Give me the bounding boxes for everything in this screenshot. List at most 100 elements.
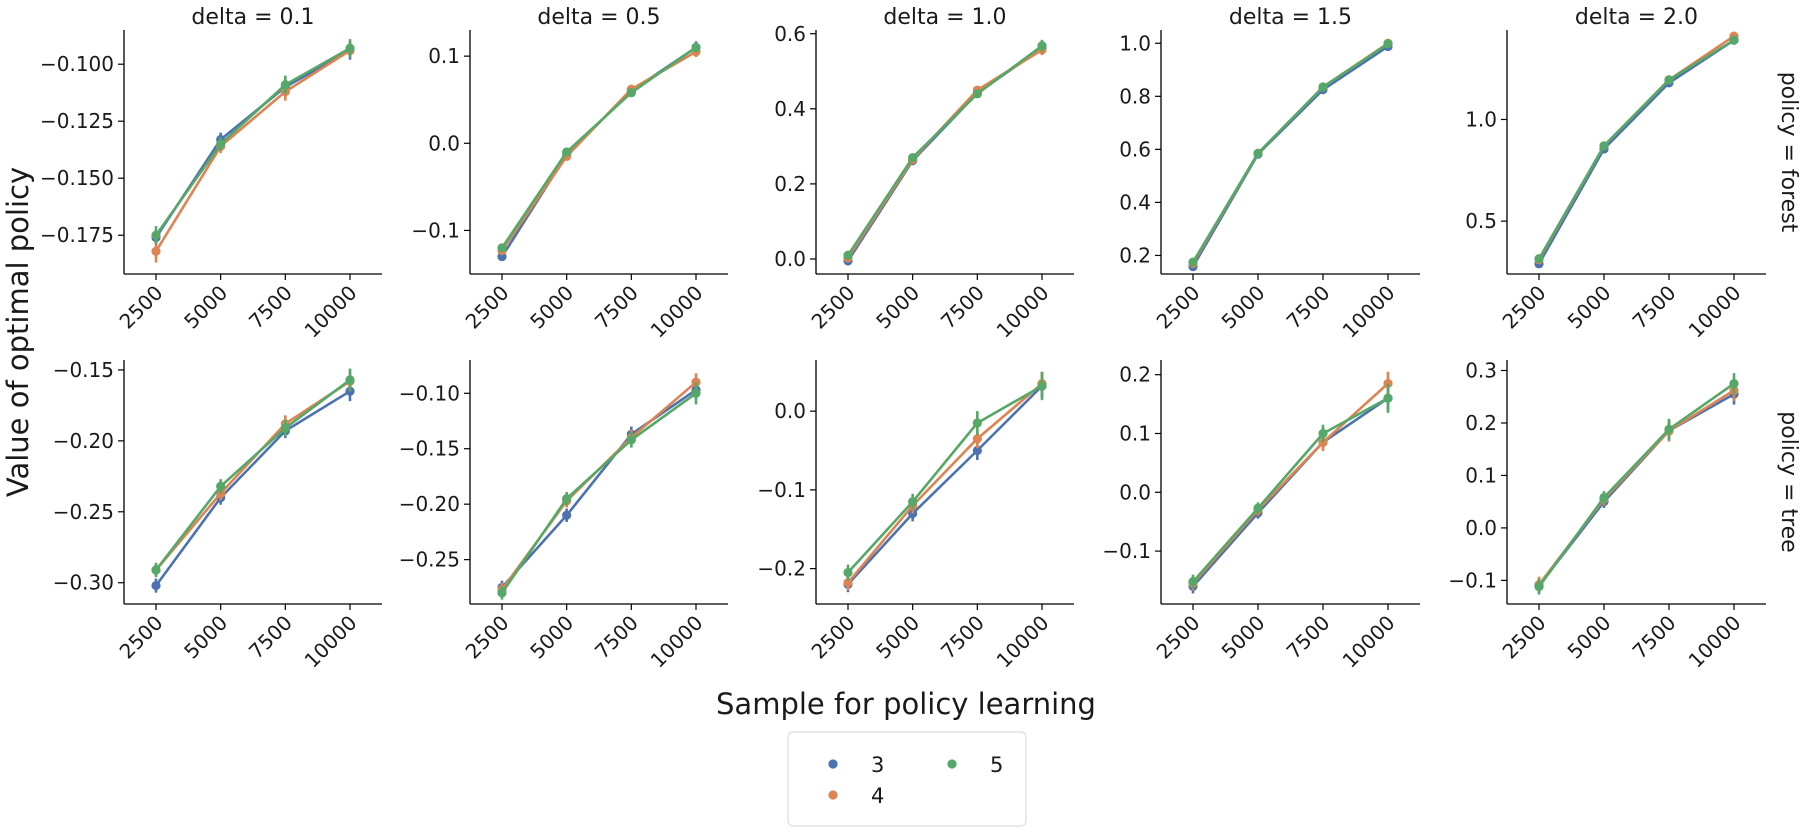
x-axis-label: Sample for policy learning bbox=[716, 687, 1096, 721]
row-title: policy = forest bbox=[1776, 72, 1801, 233]
series-4 bbox=[151, 371, 355, 578]
column-title: delta = 1.0 bbox=[883, 5, 1006, 30]
series-3 bbox=[151, 41, 355, 245]
data-point bbox=[151, 565, 161, 575]
data-point bbox=[691, 42, 701, 53]
panel-r1-c0: −0.30 −0.25 −0.20 −0.15 2500 5000 7500 10000 bbox=[53, 358, 382, 673]
series-3 bbox=[1534, 35, 1739, 269]
data-point bbox=[843, 578, 853, 588]
data-point bbox=[151, 230, 161, 240]
y-tick-label: −0.25 bbox=[399, 548, 460, 572]
series-5 bbox=[1188, 39, 1393, 267]
legend: 3 4 5 bbox=[787, 731, 1027, 827]
series-line bbox=[501, 388, 697, 589]
data-point bbox=[1188, 257, 1198, 267]
x-tick-label: 2500 bbox=[807, 611, 860, 664]
y-tick-label: 0.2 bbox=[1465, 411, 1497, 435]
x-tick-label: 7500 bbox=[936, 281, 989, 334]
legend-label: 5 bbox=[990, 753, 1003, 777]
y-tick-label: 0.0 bbox=[774, 247, 806, 271]
series-line bbox=[1191, 42, 1389, 263]
data-point bbox=[626, 88, 636, 98]
y-tick-label: −0.1 bbox=[1448, 568, 1497, 592]
column-title: delta = 2.0 bbox=[1575, 5, 1698, 30]
series-line bbox=[1537, 39, 1735, 260]
x-tick-label: 2500 bbox=[1498, 281, 1551, 334]
y-tick-label: 0.1 bbox=[428, 44, 460, 68]
legend-label: 3 bbox=[871, 753, 884, 777]
series-line bbox=[1191, 42, 1389, 265]
y-tick-label: 1.0 bbox=[1119, 31, 1151, 55]
y-tick-label: −0.10 bbox=[399, 381, 460, 405]
data-point bbox=[908, 497, 918, 507]
x-tick-label: 2500 bbox=[807, 281, 860, 334]
series-3 bbox=[497, 41, 701, 262]
y-tick-label: 0.6 bbox=[1119, 137, 1151, 161]
series-line bbox=[846, 46, 1043, 262]
legend-frame bbox=[787, 731, 1027, 827]
series-4 bbox=[1534, 379, 1739, 593]
x-tick-label: 2500 bbox=[115, 611, 168, 664]
data-point bbox=[562, 147, 572, 157]
x-tick-label: 10000 bbox=[646, 281, 708, 343]
column-title: delta = 0.5 bbox=[537, 5, 660, 30]
x-tick-label: 2500 bbox=[115, 281, 168, 334]
data-point bbox=[216, 481, 226, 491]
x-tick-label: 10000 bbox=[992, 281, 1054, 343]
x-tick-label: 7500 bbox=[1282, 611, 1335, 664]
series-5 bbox=[1188, 383, 1393, 589]
legend-entry-3: 3 bbox=[828, 753, 884, 777]
series-line bbox=[500, 46, 697, 249]
data-point bbox=[280, 80, 290, 90]
data-point bbox=[280, 423, 290, 433]
data-point bbox=[1318, 428, 1328, 439]
legend-entry-4: 4 bbox=[828, 784, 884, 808]
series-4 bbox=[151, 43, 355, 263]
x-tick-label: 5000 bbox=[179, 281, 232, 334]
x-tick-label: 2500 bbox=[1152, 281, 1205, 334]
x-tick-label: 10000 bbox=[646, 611, 708, 673]
x-tick-label: 7500 bbox=[1628, 611, 1681, 664]
y-axis-label: Value of optimal policy bbox=[1, 167, 35, 497]
series-line bbox=[1537, 389, 1735, 586]
data-point bbox=[972, 445, 982, 456]
data-point bbox=[1664, 424, 1674, 434]
panel-r1-c2: −0.2 −0.1 0.0 2500 5000 7500 10000 bbox=[757, 360, 1074, 673]
row-title: policy = tree bbox=[1776, 411, 1801, 552]
data-point bbox=[1729, 379, 1739, 389]
panel-r0-c4: 0.5 1.0 2500 5000 7500 10000 delta = 2.0 policy… bbox=[1465, 5, 1801, 343]
y-tick-label: 0.0 bbox=[428, 131, 460, 155]
y-tick-label: 0.1 bbox=[1119, 421, 1151, 445]
data-point bbox=[562, 494, 572, 504]
series-line bbox=[847, 384, 1043, 574]
x-tick-label: 7500 bbox=[590, 281, 643, 334]
series-5 bbox=[151, 368, 355, 578]
legend-entry-5: 5 bbox=[947, 753, 1003, 777]
x-tick-label: 2500 bbox=[1152, 611, 1205, 664]
y-tick-label: 0.2 bbox=[1119, 243, 1151, 267]
x-tick-label: 5000 bbox=[1217, 611, 1270, 664]
series-line bbox=[1537, 392, 1735, 587]
panel-r1-c4: −0.1 0.0 0.1 0.2 0.3 2500 5000 7500 10000 policy … bbox=[1448, 358, 1801, 672]
y-tick-label: 0.6 bbox=[774, 22, 806, 46]
data-point bbox=[1188, 577, 1198, 587]
x-tick-label: 5000 bbox=[1563, 281, 1616, 334]
y-tick-label: 0.1 bbox=[1465, 463, 1497, 487]
x-tick-label: 7500 bbox=[936, 611, 989, 664]
series-line bbox=[1191, 45, 1389, 268]
x-tick-label: 2500 bbox=[461, 281, 514, 334]
series-line bbox=[154, 378, 351, 571]
series-line bbox=[154, 47, 351, 236]
data-point bbox=[497, 243, 507, 253]
y-tick-label: −0.20 bbox=[53, 429, 114, 453]
data-point bbox=[972, 434, 982, 444]
x-tick-label: 5000 bbox=[871, 281, 924, 334]
series-line bbox=[1537, 35, 1735, 261]
data-point bbox=[1383, 393, 1393, 403]
data-point bbox=[1534, 254, 1544, 264]
series-line bbox=[1537, 39, 1735, 265]
series-line bbox=[1192, 397, 1389, 588]
series-line bbox=[846, 48, 1043, 259]
series-line bbox=[154, 49, 351, 239]
